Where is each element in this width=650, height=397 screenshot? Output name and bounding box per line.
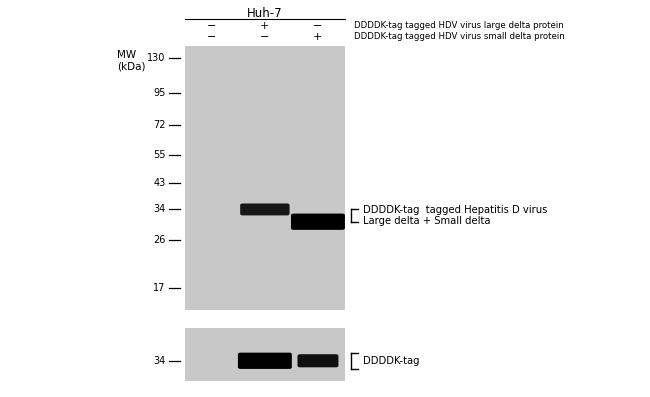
Text: Huh-7: Huh-7 [247, 7, 283, 20]
FancyBboxPatch shape [240, 204, 290, 216]
Text: MW
(kDa): MW (kDa) [117, 50, 146, 71]
Text: −: − [207, 31, 216, 42]
Text: 34: 34 [153, 356, 166, 366]
Text: 72: 72 [153, 120, 166, 130]
Text: 95: 95 [153, 89, 166, 98]
Text: DDDDK-tag: DDDDK-tag [363, 356, 419, 366]
Text: −: − [207, 21, 216, 31]
FancyBboxPatch shape [238, 353, 292, 369]
Text: 26: 26 [153, 235, 166, 245]
Text: −: − [260, 31, 270, 42]
Text: DDDDK-tag  tagged Hepatitis D virus
Large delta + Small delta: DDDDK-tag tagged Hepatitis D virus Large… [363, 205, 547, 226]
Bar [185, 46, 344, 310]
Text: +: + [260, 21, 270, 31]
Text: 43: 43 [153, 178, 166, 188]
Text: 17: 17 [153, 283, 166, 293]
Text: 55: 55 [153, 150, 166, 160]
Bar [185, 328, 344, 381]
Text: DDDDK-tag tagged HDV virus large delta protein: DDDDK-tag tagged HDV virus large delta p… [354, 21, 564, 30]
Text: +: + [313, 31, 322, 42]
FancyBboxPatch shape [291, 214, 345, 230]
Text: DDDDK-tag tagged HDV virus small delta protein: DDDDK-tag tagged HDV virus small delta p… [354, 32, 565, 41]
FancyBboxPatch shape [298, 354, 339, 367]
Text: 130: 130 [148, 53, 166, 63]
Text: −: − [313, 21, 322, 31]
Text: 34: 34 [153, 204, 166, 214]
